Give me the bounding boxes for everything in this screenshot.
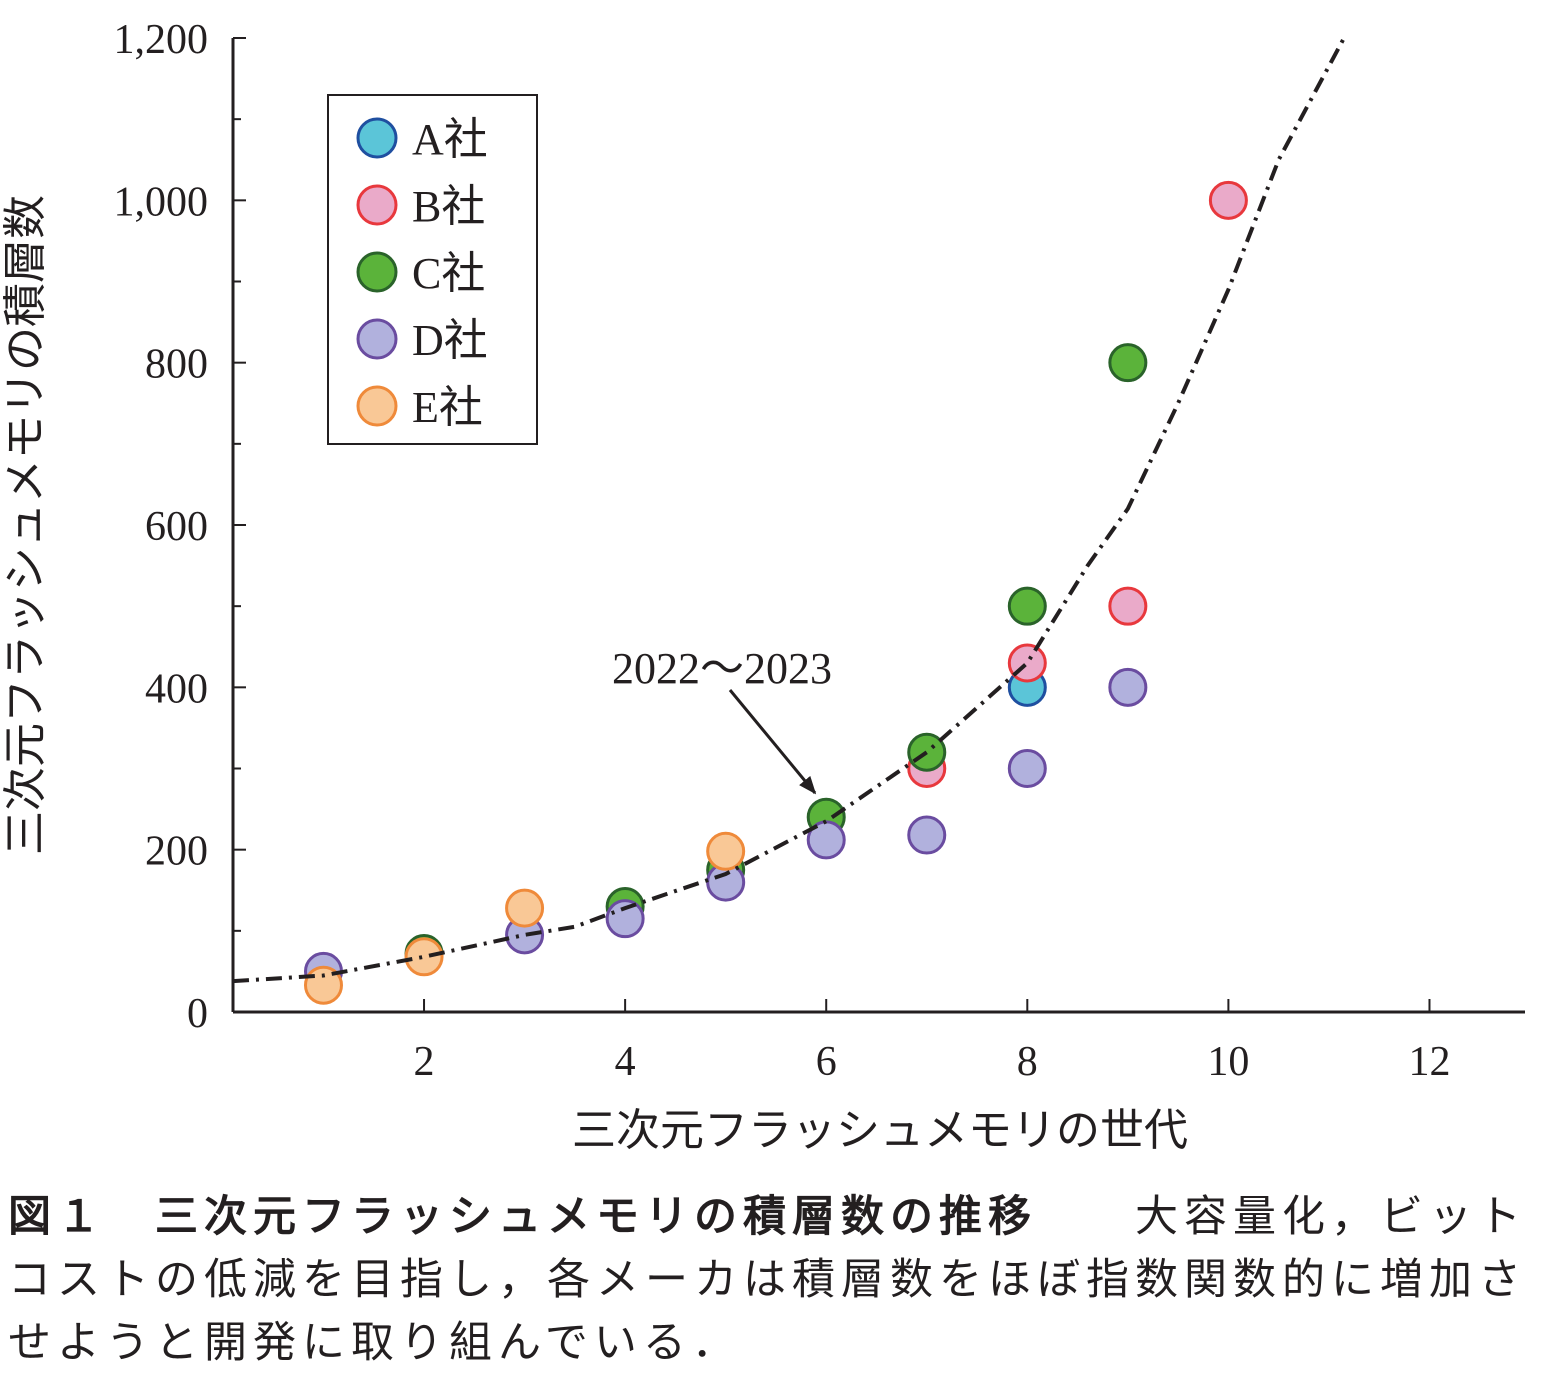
- legend-marker: [356, 318, 398, 360]
- y-axis-label: 三次元フラッシュメモリの積層数: [1, 195, 50, 855]
- point: [1208, 180, 1248, 220]
- legend-label: A社: [412, 115, 488, 164]
- legend-label: E社: [412, 383, 483, 432]
- legend-marker: [356, 385, 398, 427]
- annotation: 2022〜2023: [612, 644, 832, 693]
- point: [505, 888, 545, 928]
- point: [1108, 586, 1148, 626]
- x-tick-label: 4: [615, 1039, 636, 1085]
- point: [1108, 667, 1148, 707]
- x-tick-label: 8: [1017, 1039, 1038, 1085]
- x-tick-label: 6: [816, 1039, 837, 1085]
- x-tick-label: 2: [414, 1039, 435, 1085]
- legend-marker: [356, 251, 398, 293]
- y-tick-label: 1,000: [114, 179, 209, 225]
- x-tick-label: 12: [1408, 1039, 1450, 1085]
- y-tick-label: 800: [145, 342, 208, 388]
- annotation-arrow: [728, 689, 817, 795]
- legend-marker: [356, 184, 398, 226]
- y-tick-label: 600: [145, 504, 208, 550]
- y-tick-label: 400: [145, 666, 208, 712]
- caption-title: 図１ 三次元フラッシュメモリの積層数の推移: [8, 1192, 1037, 1242]
- x-axis-label: 三次元フラッシュメモリの世代: [572, 1106, 1188, 1155]
- legend-label: C社: [412, 249, 485, 298]
- point: [1007, 749, 1047, 788]
- caption-text: 大容量化，ビットコストの低減を目指し，各メーカは積層数をほぼ指数関数的に増加させ…: [8, 1192, 1527, 1368]
- x-tick-label: 10: [1207, 1039, 1249, 1085]
- y-tick-label: 0: [187, 991, 208, 1037]
- legend-label: D社: [412, 316, 488, 365]
- point: [1108, 343, 1148, 383]
- point: [706, 831, 746, 871]
- caption: 図１ 三次元フラッシュメモリの積層数の推移 大容量化，ビットコストの低減を目指し…: [8, 1186, 1553, 1375]
- legend-marker: [356, 117, 398, 159]
- point: [404, 937, 444, 977]
- point: [605, 899, 645, 939]
- y-tick-label: 200: [145, 829, 208, 875]
- legend-label: B社: [412, 182, 485, 231]
- point: [907, 815, 947, 855]
- point: [907, 732, 947, 772]
- point: [1007, 586, 1047, 626]
- trend-line: [232, 37, 1346, 984]
- y-tick-label: 1,200: [114, 17, 209, 63]
- chart: 三次元フラッシュメモリの積層数 三次元フラッシュメモリの世代 2022〜2023…: [1, 17, 1525, 1155]
